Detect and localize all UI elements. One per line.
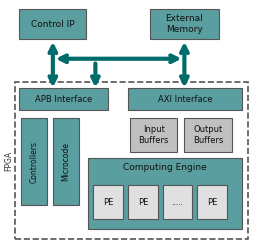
Bar: [53, 118, 78, 205]
Text: Control IP: Control IP: [31, 20, 75, 29]
Text: Input
Buffers: Input Buffers: [139, 125, 169, 144]
Bar: [93, 185, 123, 219]
Bar: [89, 158, 242, 229]
Text: PE: PE: [103, 198, 113, 207]
Text: Computing Engine: Computing Engine: [123, 163, 207, 172]
Bar: [184, 118, 232, 152]
Text: External
Memory: External Memory: [166, 14, 203, 34]
Text: FPGA: FPGA: [4, 150, 13, 171]
Text: PE: PE: [138, 198, 148, 207]
Bar: [128, 88, 242, 110]
Text: Output
Buffers: Output Buffers: [193, 125, 223, 144]
Bar: [197, 185, 227, 219]
Bar: [150, 9, 219, 39]
Text: PE: PE: [207, 198, 217, 207]
Bar: [21, 118, 47, 205]
Bar: [15, 82, 248, 239]
Bar: [128, 185, 158, 219]
Text: AXI Interface: AXI Interface: [158, 95, 212, 104]
Bar: [163, 185, 192, 219]
Text: Controllers: Controllers: [30, 140, 39, 182]
Text: Microcode: Microcode: [61, 142, 70, 181]
Bar: [19, 88, 108, 110]
Text: .....: .....: [171, 198, 183, 207]
Text: APB Interface: APB Interface: [35, 95, 92, 104]
Bar: [130, 118, 177, 152]
Bar: [19, 9, 87, 39]
